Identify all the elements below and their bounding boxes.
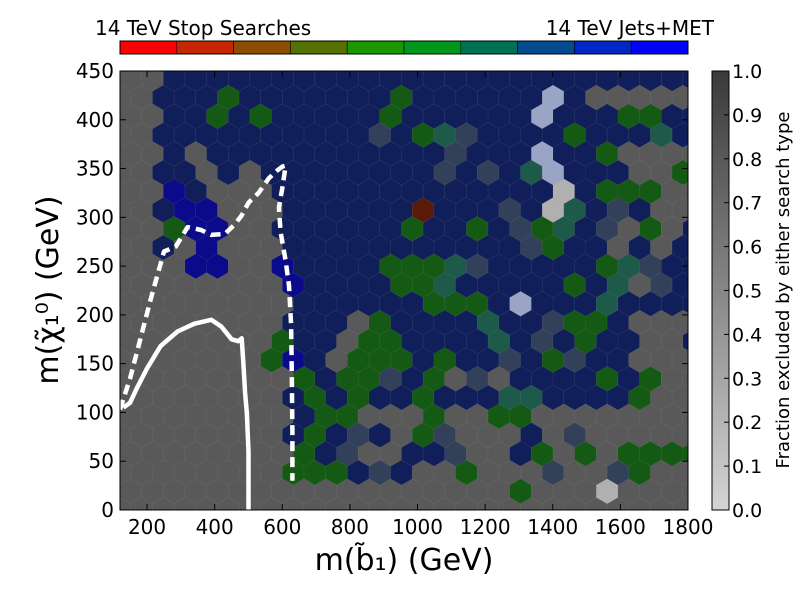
- hex-cell: [120, 497, 132, 510]
- top-colorbar-segment: [233, 40, 291, 55]
- exclusion-contours: [120, 163, 295, 510]
- right-colorbar-label: Fraction excluded by either search type: [773, 112, 794, 469]
- right-colorbar-ticks: 0.0 0.1 0.2 0.3 0.4 0.5 0.6 0.7 0.8 0.9 1.0: [724, 61, 762, 522]
- hex-cell: [682, 331, 688, 351]
- x-tick-label: 1600: [595, 515, 646, 539]
- top-colorbar-segment: [176, 40, 234, 55]
- hex-cell: [682, 369, 688, 389]
- y-tick-label: 150: [76, 352, 114, 376]
- top-colorbar-left-label: 14 TeV Stop Searches: [95, 16, 311, 40]
- x-tick-label: 800: [331, 515, 369, 539]
- contour-solid: [122, 317, 251, 510]
- x-tick-label: 1000: [392, 515, 443, 539]
- hex-cell: [682, 106, 688, 126]
- x-tick-label: 600: [263, 515, 301, 539]
- x-tick-label: 200: [128, 515, 166, 539]
- hex-cell: [682, 144, 688, 164]
- top-colorbar: 14 TeV Stop Searches 14 TeV Jets+MET: [95, 16, 715, 55]
- plot-frame: [119, 70, 689, 511]
- hex-cell: [682, 219, 688, 239]
- y-tick-label: 0: [101, 498, 114, 522]
- top-colorbar-segments: [119, 40, 689, 55]
- right-colorbar: 0.0 0.1 0.2 0.3 0.4 0.5 0.6 0.7 0.8 0.9 1.0 Fracti…: [711, 61, 794, 522]
- y-axis-ticks: 0 50 100 150 200 250 300 350 400 450: [76, 59, 688, 522]
- y-tick-label: 400: [76, 108, 114, 132]
- colorbar-tick-label: 0.6: [732, 237, 762, 259]
- hexbin-cells: [120, 71, 688, 510]
- contour-dashed: [120, 163, 295, 481]
- hex-cell: [682, 481, 688, 501]
- colorbar-tick-label: 0.1: [732, 456, 762, 478]
- colorbar-tick-label: 0.9: [732, 105, 762, 127]
- colorbar-tick-label: 1.0: [732, 61, 762, 83]
- y-tick-label: 200: [76, 303, 114, 327]
- top-colorbar-segment: [403, 40, 462, 55]
- x-tick-label: 1200: [460, 515, 511, 539]
- hex-cell: [682, 181, 688, 201]
- y-tick-label: 350: [76, 157, 114, 181]
- y-tick-label: 50: [89, 449, 114, 473]
- x-axis-label: m(b̃₁) (GeV): [315, 543, 494, 578]
- y-tick-label: 250: [76, 254, 114, 278]
- top-colorbar-segment: [517, 40, 575, 55]
- colorbar-tick-label: 0.8: [732, 149, 762, 171]
- colorbar-tick-label: 0.7: [732, 193, 762, 215]
- colorbar-tick-label: 0.3: [732, 368, 762, 390]
- y-tick-label: 450: [76, 59, 114, 83]
- hex-cell: [682, 406, 688, 426]
- colorbar-tick-label: 0.5: [732, 281, 762, 303]
- y-axis-label: m(χ̃₁⁰) (GeV): [31, 195, 66, 384]
- top-colorbar-segment: [346, 40, 405, 55]
- x-tick-label: 1800: [663, 515, 714, 539]
- hex-cell: [682, 444, 688, 464]
- plot-area: 200 400 600 800 1000 1200 1400 1600 1800 0 50 100 1…: [76, 59, 714, 539]
- top-colorbar-segment: [290, 40, 348, 55]
- top-colorbar-segment: [630, 40, 689, 55]
- top-colorbar-right-label: 14 TeV Jets+MET: [546, 16, 715, 40]
- colorbar-tick-label: 0.2: [732, 412, 762, 434]
- hex-cell: [682, 71, 688, 89]
- top-colorbar-frame: [119, 40, 689, 55]
- top-colorbar-segment: [460, 40, 518, 55]
- y-tick-label: 300: [76, 205, 114, 229]
- x-tick-label: 1400: [527, 515, 578, 539]
- top-colorbar-segment: [119, 40, 178, 55]
- x-tick-label: 400: [196, 515, 234, 539]
- colorbar-tick-label: 0.4: [732, 324, 762, 346]
- x-axis-ticks: 200 400 600 800 1000 1200 1400 1600 1800: [128, 71, 713, 539]
- colorbar-tick-label: 0.0: [732, 500, 762, 522]
- top-colorbar-segment: [574, 40, 632, 55]
- y-tick-label: 100: [76, 400, 114, 424]
- hex-cell: [682, 294, 688, 314]
